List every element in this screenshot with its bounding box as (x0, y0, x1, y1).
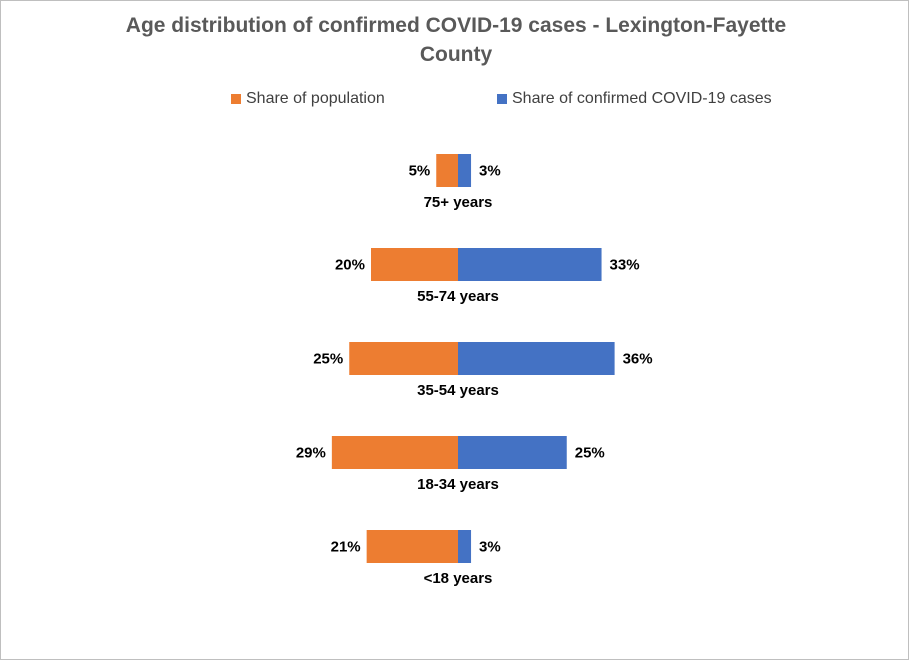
data-label-cases-3: 25% (575, 445, 605, 462)
legend-swatch-population (231, 94, 241, 104)
data-label-population-0: 5% (409, 163, 431, 180)
bar-cases-4 (458, 530, 472, 563)
category-label-4: <18 years (424, 570, 493, 587)
legend-label-population: Share of population (246, 90, 385, 107)
chart-title: Age distribution of confirmed COVID-19 c… (111, 11, 801, 69)
bar-population-2 (349, 342, 458, 375)
bar-population-3 (331, 436, 458, 469)
legend-item-cases: Share of confirmed COVID-19 cases (497, 89, 772, 109)
legend-label-cases: Share of confirmed COVID-19 cases (512, 90, 772, 107)
data-label-population-2: 25% (313, 351, 343, 368)
bar-cases-2 (458, 342, 615, 375)
legend-swatch-cases (497, 94, 507, 104)
data-label-population-1: 20% (335, 257, 365, 274)
data-label-cases-1: 33% (610, 257, 640, 274)
category-label-0: 75+ years (424, 194, 493, 211)
bar-population-1 (371, 248, 458, 281)
bar-cases-3 (458, 436, 567, 469)
bar-population-0 (436, 154, 458, 187)
chart-title-line-1: Age distribution of confirmed COVID-19 c… (125, 14, 787, 37)
data-label-population-4: 21% (331, 539, 361, 556)
bar-cases-0 (458, 154, 472, 187)
data-label-cases-4: 3% (479, 539, 501, 556)
data-label-cases-2: 36% (623, 351, 653, 368)
bar-cases-1 (458, 248, 602, 281)
category-label-1: 55-74 years (417, 288, 499, 305)
bar-population-4 (366, 530, 458, 563)
chart-title-line-2: County (419, 43, 493, 66)
category-label-3: 18-34 years (417, 476, 499, 493)
category-label-2: 35-54 years (417, 382, 499, 399)
data-label-population-3: 29% (296, 445, 326, 462)
legend-item-population: Share of population (231, 89, 385, 109)
data-label-cases-0: 3% (479, 163, 501, 180)
